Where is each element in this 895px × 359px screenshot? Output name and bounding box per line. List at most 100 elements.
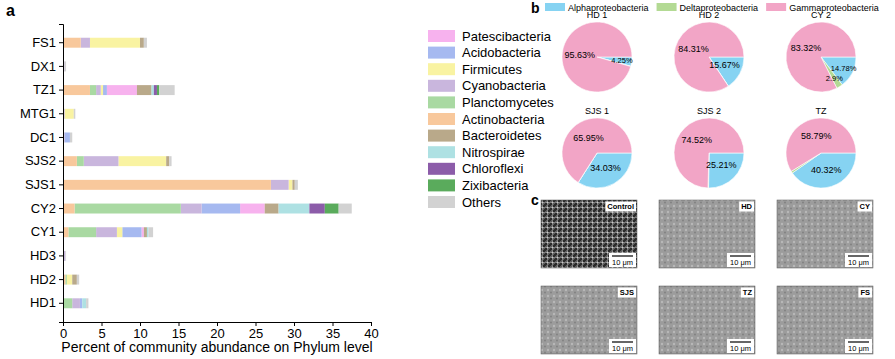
pie-label: 74.52% [682, 135, 713, 145]
sem-panel: HD10 μm [659, 200, 755, 268]
pie-slice [709, 153, 744, 188]
pie: HD 215.67%84.31% [674, 10, 744, 92]
legend-label: Acidobacteria [462, 45, 542, 60]
scale-bar-label: 10 μm [612, 344, 633, 353]
scale-bar-label: 10 μm [848, 258, 869, 267]
bar-segment [80, 298, 82, 308]
y-tick-mark [59, 232, 63, 233]
bar-segment [101, 85, 103, 95]
y-tick-mark [59, 279, 63, 280]
panel-label: c [531, 192, 539, 208]
bar-segment [159, 85, 174, 95]
y-tick-mark [59, 137, 63, 138]
bar-segment [63, 180, 271, 190]
panel-label: b [531, 0, 540, 16]
bar-segment [65, 109, 74, 119]
sem-title-box [741, 288, 754, 298]
bar-segment [144, 227, 147, 237]
scale-bar [848, 341, 869, 342]
bar-segment [271, 180, 289, 190]
scale-bar-box [609, 253, 636, 267]
scale-bar [612, 341, 633, 342]
legend-swatch [428, 146, 455, 158]
scale-bar [730, 255, 751, 256]
pie: SJS 134.03%65.95% [562, 106, 632, 188]
scale-bar-box [845, 339, 872, 353]
pie-label: 4.25% [611, 56, 633, 65]
y-tick-label: HD2 [30, 272, 56, 287]
sem-title: CY [860, 202, 870, 211]
bar-segment [65, 275, 67, 285]
pie-label: 65.95% [573, 133, 604, 143]
bar-segment [339, 204, 352, 214]
bar-segment [137, 85, 152, 95]
y-tick: FS1 [32, 35, 63, 50]
legend-swatch [545, 3, 565, 11]
pie-label: 84.31% [678, 44, 709, 54]
scale-bar-box [727, 339, 754, 353]
scale-bar-label: 10 μm [730, 344, 751, 353]
sem-title: SJS [620, 288, 634, 297]
sem-title-box [858, 202, 872, 212]
y-tick: SJS2 [25, 153, 63, 168]
bar-segment [74, 109, 76, 119]
legend-label: Gammaproteobacteria [789, 3, 879, 13]
x-axis-title: Percent of community abundance on Phylum… [61, 339, 372, 355]
y-tick-label: SJS2 [25, 153, 56, 168]
bar-segment [75, 204, 181, 214]
legend-swatch [428, 163, 455, 175]
bar-segment [72, 275, 77, 285]
pie-label: 2.9% [826, 74, 843, 83]
bar-segment [65, 251, 66, 261]
scale-bar-box [845, 253, 872, 267]
sem-panel: Control10 μm [541, 200, 637, 268]
bar-segment [140, 38, 144, 48]
legend-label: Nitrospirae [462, 145, 525, 160]
bar-segment [240, 204, 265, 214]
bar-segment [292, 180, 294, 190]
bar-segment [72, 298, 80, 308]
y-tick-mark [59, 184, 63, 185]
pie-slice [562, 22, 632, 92]
y-tick: DC1 [30, 130, 63, 145]
pie: TZ40.32%58.79% [786, 106, 856, 188]
panel-label: a [6, 2, 15, 19]
bar-segment [148, 227, 153, 237]
scale-bar-label: 10 μm [848, 344, 869, 353]
bar-segment [63, 38, 81, 48]
bar-segment [142, 227, 144, 237]
sem-image [659, 286, 755, 354]
legend-label: Alphaproteobacteria [568, 3, 649, 13]
legend: PatescibacteriaAcidobacteriaFirmicutesCy… [428, 29, 554, 210]
legend-swatch [428, 80, 455, 92]
pie-title: HD 1 [587, 10, 608, 20]
pie-slice [562, 118, 632, 182]
y-tick: HD3 [30, 248, 63, 263]
bar-segment [70, 132, 72, 142]
bar-segment [68, 227, 96, 237]
scale-bar [848, 255, 869, 256]
bar-segment [154, 85, 157, 95]
legend-swatch [428, 47, 455, 59]
y-tick-mark [59, 255, 63, 256]
pie-label: 15.67% [709, 60, 740, 70]
bar-segment [86, 298, 88, 308]
bar-segment [90, 38, 140, 48]
y-tick-mark [59, 208, 63, 209]
pie-label: 14.78% [831, 64, 857, 73]
y-tick-mark [59, 113, 63, 114]
legend-label: Planctomycetes [462, 95, 554, 110]
pie-slice [786, 22, 856, 92]
pie-label: 25.21% [706, 160, 737, 170]
y-tick-label: DC1 [30, 130, 56, 145]
bar-segment [63, 156, 77, 166]
pie-slice [674, 118, 744, 188]
sem-panel: SJS 10 μm [541, 286, 637, 354]
pie-label: 40.32% [811, 165, 842, 175]
bars [63, 38, 352, 309]
pie-title: SJS 1 [585, 106, 609, 116]
legend-label: Zixibacteria [462, 178, 529, 193]
y-tick: SJS1 [25, 177, 63, 192]
bar-segment [65, 61, 67, 71]
bar-segment [63, 85, 90, 95]
